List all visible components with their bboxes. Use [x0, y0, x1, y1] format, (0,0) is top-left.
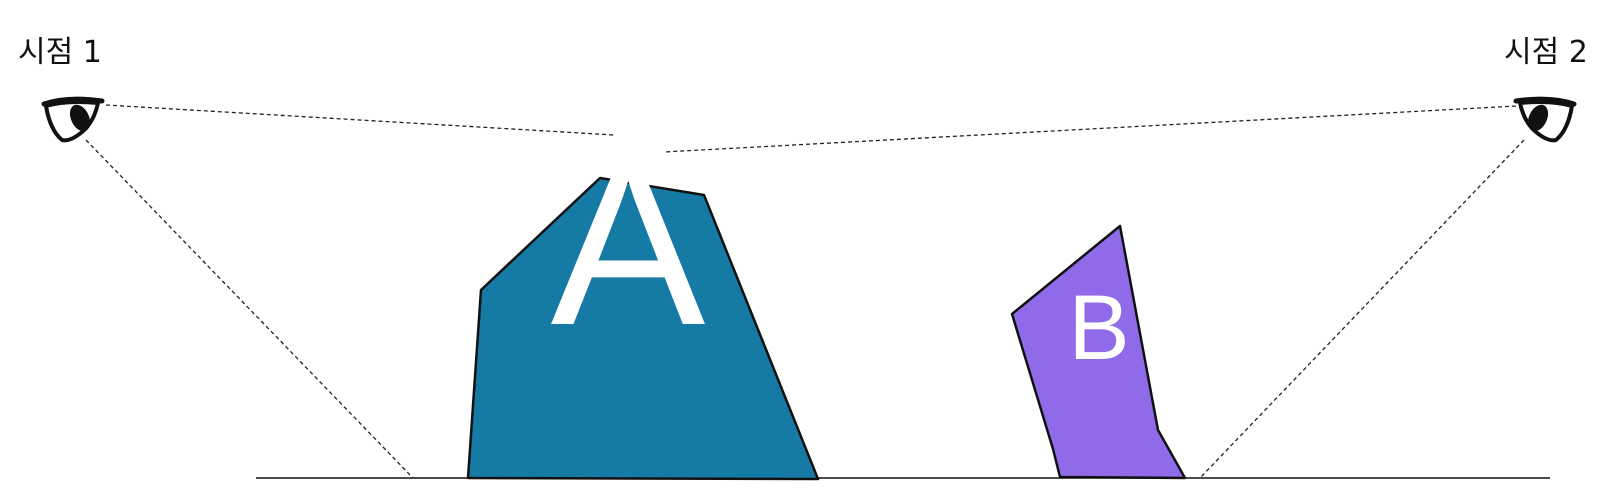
eye-icon — [1513, 96, 1577, 143]
sight-line-vp2-top — [663, 105, 1517, 153]
viewpoint-2-label: 시점 2 — [1504, 35, 1588, 70]
object-a-label: A — [551, 115, 706, 374]
sight-line-vp2-ground — [1199, 139, 1525, 479]
object-b-label: B — [1068, 277, 1129, 379]
eye-icon — [41, 96, 105, 143]
sight-line-vp1-ground — [85, 139, 414, 479]
object-a-shape — [466, 176, 820, 481]
object-b-shape — [1010, 224, 1187, 480]
sight-line-vp1-top — [105, 104, 615, 136]
viewpoint-1-label: 시점 1 — [18, 35, 102, 70]
